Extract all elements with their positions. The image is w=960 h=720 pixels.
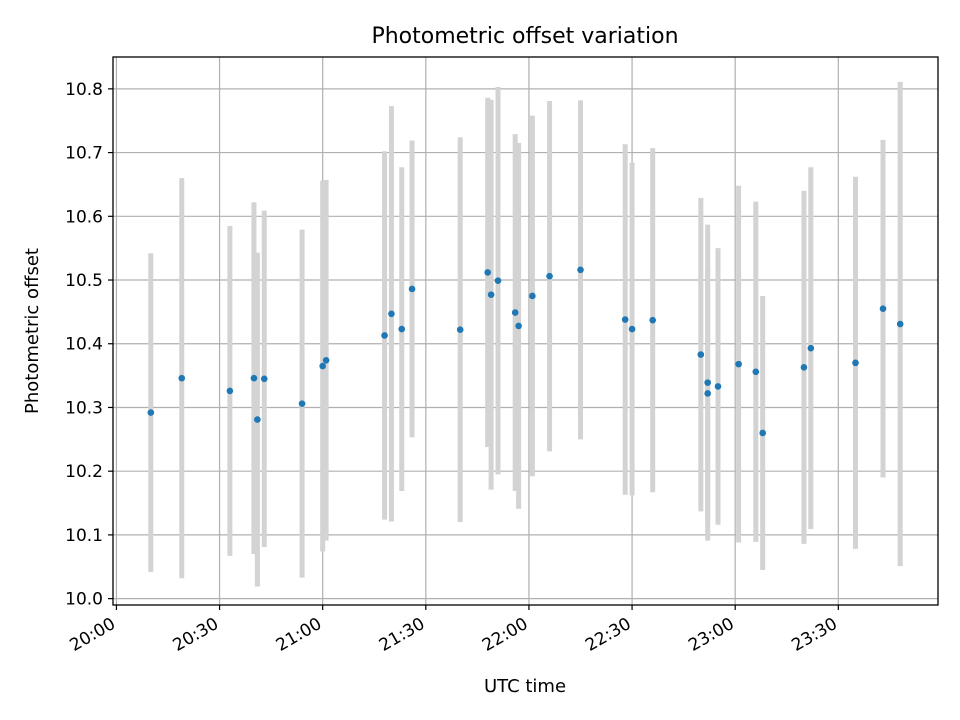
data-point xyxy=(388,310,395,318)
data-point xyxy=(487,291,495,298)
plot-frame xyxy=(112,56,939,606)
data-point xyxy=(704,390,711,397)
data-point xyxy=(260,375,268,383)
y-tick-label: 10.2 xyxy=(65,462,103,482)
y-tick-label: 10.4 xyxy=(65,335,103,355)
data-point xyxy=(577,266,584,274)
data-point xyxy=(896,320,904,328)
data-point xyxy=(494,277,502,284)
data-point xyxy=(879,305,887,312)
data-point xyxy=(697,351,705,358)
data-point xyxy=(322,357,330,364)
y-tick-label: 10.7 xyxy=(65,144,103,164)
data-point xyxy=(546,272,553,280)
data-point xyxy=(254,416,261,423)
data-point xyxy=(649,316,656,324)
data-point xyxy=(250,374,258,382)
data-point xyxy=(178,374,186,382)
data-point xyxy=(752,368,760,376)
data-point xyxy=(704,379,711,386)
data-point xyxy=(484,269,491,276)
data-point xyxy=(735,360,742,368)
y-axis-label: Photometric offset xyxy=(22,248,43,414)
y-tick-label: 10.1 xyxy=(65,526,103,546)
y-tick-label: 10.6 xyxy=(65,207,103,227)
data-point xyxy=(621,316,629,323)
data-point xyxy=(298,400,306,407)
data-point xyxy=(807,344,815,352)
data-point xyxy=(628,325,636,333)
data-point xyxy=(800,364,808,371)
y-tick-label: 10.3 xyxy=(65,398,103,418)
chart-title: Photometric offset variation xyxy=(371,24,678,49)
y-tick-label: 10.0 xyxy=(65,590,103,610)
data-point xyxy=(381,332,388,339)
data-point xyxy=(398,325,406,333)
data-point xyxy=(408,285,416,293)
y-tick-label: 10.5 xyxy=(65,271,103,291)
data-point xyxy=(226,387,234,395)
data-point xyxy=(319,362,326,370)
data-point xyxy=(759,429,766,437)
data-point xyxy=(852,359,859,367)
data-point xyxy=(515,322,522,330)
y-tick-label: 10.8 xyxy=(65,80,103,100)
x-axis-label: UTC time xyxy=(484,676,566,697)
data-point xyxy=(147,409,155,416)
data-point xyxy=(529,292,536,300)
data-point xyxy=(511,309,519,316)
data-point xyxy=(714,383,722,390)
data-point xyxy=(456,326,464,334)
